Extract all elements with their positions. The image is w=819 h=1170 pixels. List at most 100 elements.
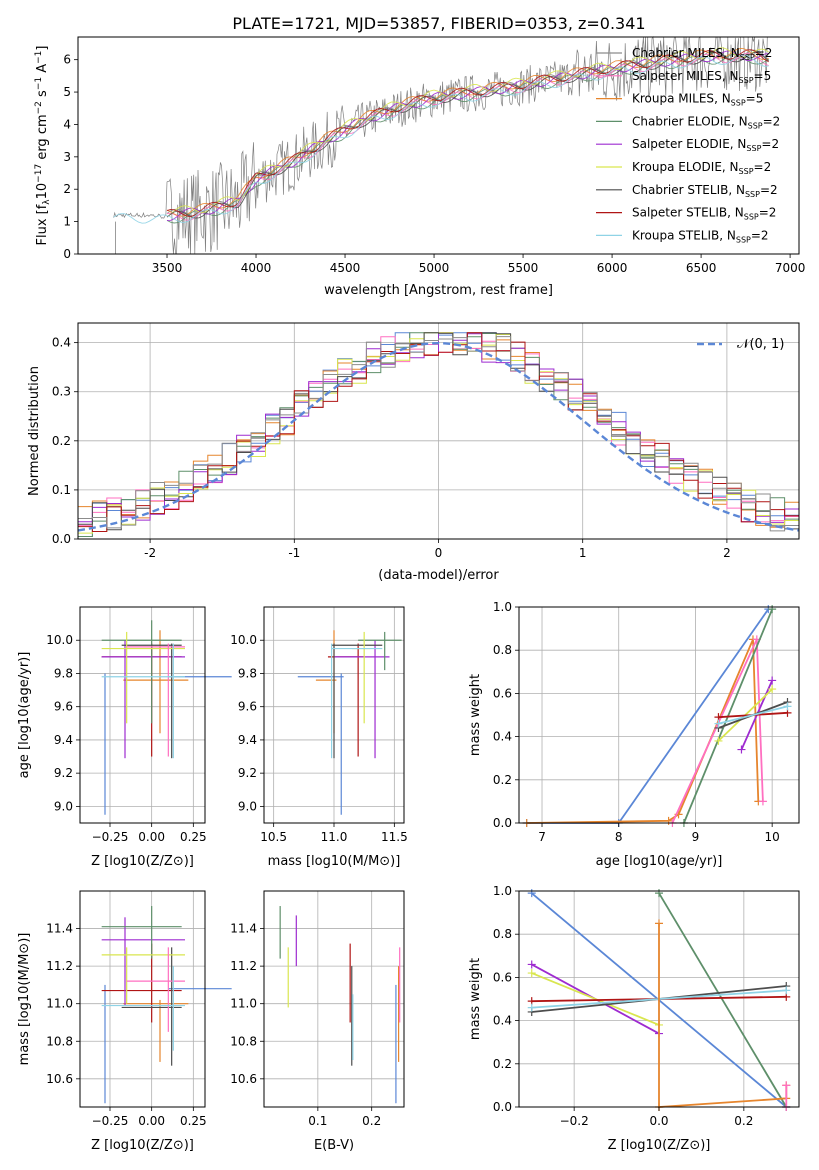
residuals-panel: -2 -1 0 1 2 0.0 0.1 0.2 0.3 0.4 𝒩(0, 1) (data-model… bbox=[27, 322, 800, 583]
legend-n-value: 2 bbox=[773, 114, 781, 128]
legend-ssp-subscript: SSP bbox=[744, 213, 759, 222]
axes-box bbox=[79, 890, 206, 1108]
plot-area bbox=[113, 35, 770, 255]
weight-marker bbox=[782, 986, 791, 995]
legend-equals: = bbox=[760, 183, 770, 197]
axes-frame: 3500 4000 4500 5000 5500 6000 6500 7000 0 1 2 3 4 5 6 bbox=[63, 36, 806, 275]
legend-label: Salpeter ELODIE, NSSP=2 bbox=[632, 137, 779, 153]
legend-n-value: 2 bbox=[764, 160, 772, 174]
y-tick-label: 0.0 bbox=[52, 532, 71, 546]
legend-ssp-subscript: SSP bbox=[748, 121, 763, 130]
legend-label: Chabrier MILES, NSSP=2 bbox=[632, 46, 772, 62]
legend-ssp-subscript: SSP bbox=[739, 76, 754, 85]
y-axis-label-part: −17 bbox=[34, 164, 44, 183]
legend-n-value: 5 bbox=[764, 69, 772, 83]
x-tick-label: 0.1 bbox=[308, 1114, 327, 1128]
y-tick-label: 11.2 bbox=[46, 959, 73, 973]
y-axis-label-part: −1 bbox=[34, 51, 44, 64]
legend-label: Kroupa ELODIE, NSSP=2 bbox=[632, 160, 771, 176]
legend-n-value: 5 bbox=[756, 92, 764, 106]
x-tick-label: −0.2 bbox=[560, 1114, 589, 1128]
x-tick-label: 9 bbox=[692, 830, 700, 844]
x-tick-label: 0.2 bbox=[734, 1114, 753, 1128]
weight-line-8 bbox=[718, 705, 788, 725]
y-tick-label: 10.8 bbox=[230, 1034, 257, 1048]
legend-equals: = bbox=[754, 69, 764, 83]
x-tick-label: 7000 bbox=[775, 261, 806, 275]
weight-marker bbox=[527, 960, 536, 969]
y-axis-label-part: −1 bbox=[34, 77, 44, 90]
legend-n-symbol: , N bbox=[727, 206, 744, 220]
model-curve-0 bbox=[166, 49, 769, 217]
legend-ssp-subscript: SSP bbox=[740, 53, 755, 62]
histogram-step-6 bbox=[78, 332, 799, 531]
x-tick-label: 0.00 bbox=[138, 1114, 165, 1128]
y-tick-label: 0.4 bbox=[493, 1014, 512, 1028]
y-tick-label: 0.6 bbox=[493, 970, 512, 984]
x-axis-label: Z [log10(Z/Z⊙)] bbox=[91, 1138, 194, 1153]
legend-model-name: Kroupa ELODIE bbox=[632, 160, 722, 174]
legend-n-value: 2 bbox=[769, 206, 777, 220]
x-tick-label: 4000 bbox=[241, 261, 272, 275]
z-weight-panel: −0.2 0.0 0.2 0.0 0.2 0.4 0.6 0.8 1.0 Z [log10(Z/Z… bbox=[468, 884, 800, 1153]
legend-n-value: 2 bbox=[761, 228, 769, 242]
y-axis-label-part: 10 bbox=[35, 183, 50, 200]
spectrum-panel: 3500 4000 4500 5000 5500 6000 6500 7000 0 1 2 3 4 5 6 w… bbox=[34, 35, 806, 298]
y-tick-label: 9.4 bbox=[54, 733, 73, 747]
x-tick-label: 0.0 bbox=[649, 1114, 668, 1128]
y-tick-label: 11.4 bbox=[46, 922, 73, 936]
legend-equals: = bbox=[751, 228, 761, 242]
legend-ssp-subscript: SSP bbox=[745, 190, 760, 199]
y-tick-label: 0.8 bbox=[493, 927, 512, 941]
y-tick-label: 9.2 bbox=[54, 766, 73, 780]
legend-label: Salpeter MILES, NSSP=5 bbox=[632, 69, 771, 85]
weight-marker bbox=[714, 719, 723, 728]
y-tick-label: 9.8 bbox=[238, 666, 257, 680]
weight-marker bbox=[527, 889, 536, 898]
y-axis-label: mass weight bbox=[468, 958, 483, 1040]
plot-area bbox=[522, 605, 792, 827]
histogram-step-7 bbox=[78, 332, 799, 532]
y-tick-label: 0 bbox=[63, 247, 71, 261]
x-tick-label: -1 bbox=[288, 546, 300, 560]
x-tick-label: 5000 bbox=[419, 261, 450, 275]
weight-marker bbox=[768, 676, 777, 685]
legend-equals: = bbox=[754, 160, 764, 174]
legend-model-name: Kroupa MILES bbox=[632, 92, 714, 106]
legend-n-symbol: , N bbox=[722, 160, 739, 174]
y-tick-label: 9.2 bbox=[238, 766, 257, 780]
weight-marker bbox=[714, 736, 723, 745]
y-axis-label-part: ] bbox=[35, 46, 50, 51]
x-tick-label: 3500 bbox=[152, 261, 183, 275]
plot-area bbox=[279, 906, 401, 1104]
y-tick-label: 6 bbox=[63, 53, 71, 67]
x-tick-label: 0.25 bbox=[180, 830, 207, 844]
x-axis-label: (data-model)/error bbox=[378, 568, 499, 583]
weight-marker bbox=[655, 919, 663, 928]
axes-frame: -2 -1 0 1 2 0.0 0.1 0.2 0.3 0.4 bbox=[52, 322, 800, 560]
y-tick-label: 0.2 bbox=[493, 1057, 512, 1071]
axes-box bbox=[79, 606, 206, 824]
x-tick-label: 0.00 bbox=[138, 830, 165, 844]
y-tick-label: 0.0 bbox=[493, 816, 512, 830]
x-axis-label: age [log10(age/yr)] bbox=[596, 854, 723, 869]
ebv-mass-panel: 0.1 0.2 10.6 10.8 11.0 11.2 11.4 E(B-V) bbox=[230, 890, 405, 1153]
weight-marker bbox=[737, 745, 746, 754]
y-tick-label: 0.8 bbox=[493, 643, 512, 657]
weight-marker bbox=[768, 605, 777, 614]
y-tick-label: 1.0 bbox=[493, 884, 512, 898]
legend-n-symbol: , N bbox=[723, 46, 740, 60]
y-axis-label: mass [log10(M/M⊙)] bbox=[17, 933, 32, 1066]
histogram-step-8 bbox=[78, 336, 799, 532]
plot-area bbox=[101, 906, 232, 1104]
x-tick-label: 4500 bbox=[330, 261, 361, 275]
x-tick-label: 0.2 bbox=[362, 1114, 381, 1128]
x-axis-label: E(B-V) bbox=[314, 1138, 354, 1153]
legend-ssp-subscript: SSP bbox=[746, 144, 761, 153]
x-tick-label: 6000 bbox=[597, 261, 628, 275]
y-tick-label: 10.0 bbox=[46, 633, 73, 647]
axes-frame: 10.5 11.0 11.5 9.0 9.2 9.4 9.6 9.8 10.0 bbox=[230, 606, 408, 844]
x-tick-label: 7 bbox=[538, 830, 546, 844]
y-tick-label: 10.8 bbox=[46, 1034, 73, 1048]
model-curve-7 bbox=[166, 49, 769, 217]
